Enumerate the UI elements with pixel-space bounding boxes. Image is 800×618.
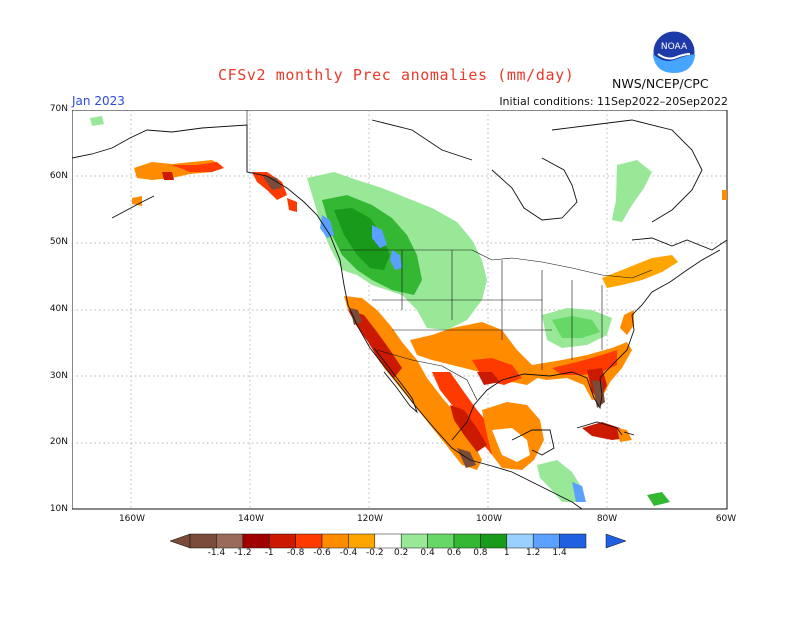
lat-label-10n: 10N xyxy=(49,504,68,514)
noaa-logo: NOAA xyxy=(652,30,696,78)
legend-label: 1 xyxy=(503,548,510,558)
legend-swatch xyxy=(559,533,587,549)
dry-anomaly-alaska-coast xyxy=(132,160,727,212)
wet-anomaly-alaska-north xyxy=(90,116,104,126)
legend-arrow-wet xyxy=(605,533,627,549)
political-borders xyxy=(246,110,653,401)
wet-anomaly-colombia xyxy=(647,492,670,506)
agency-label: NWS/NCEP/CPC xyxy=(612,76,709,91)
lon-label-60w: 60W xyxy=(715,514,737,524)
lat-label-70n: 70N xyxy=(49,104,68,114)
color-legend xyxy=(170,533,627,549)
legend-swatch xyxy=(400,533,428,549)
dry-anomaly-northeast xyxy=(602,255,678,335)
legend-label: -0.8 xyxy=(286,548,305,558)
legend-label: -1.2 xyxy=(234,548,252,558)
lat-label-50n: 50N xyxy=(49,237,68,247)
legend-swatch xyxy=(453,533,481,549)
lon-label-120w: 120W xyxy=(356,514,384,524)
dry-anomaly-caribbean xyxy=(582,422,628,440)
lon-label-80w: 80W xyxy=(596,514,618,524)
anomaly-map xyxy=(72,110,728,510)
legend-label: 1.4 xyxy=(552,548,567,558)
legend-label: 0.4 xyxy=(420,548,435,558)
legend-swatch xyxy=(216,533,244,549)
legend-arrow-dry xyxy=(170,533,191,549)
svg-text:NOAA: NOAA xyxy=(661,42,688,52)
legend-label: -0.2 xyxy=(366,548,384,558)
legend-label: 1.2 xyxy=(526,548,541,558)
wet-anomaly-panama xyxy=(572,482,586,502)
forecast-month: Jan 2023 xyxy=(72,94,125,108)
lat-label-40n: 40N xyxy=(49,304,68,314)
legend-swatch xyxy=(480,533,508,549)
lat-label-60n: 60N xyxy=(49,171,68,181)
lat-label-20n: 20N xyxy=(49,437,68,447)
legend-swatch xyxy=(268,533,296,549)
legend-swatch xyxy=(321,533,349,549)
legend-label: 0.8 xyxy=(473,548,488,558)
legend-swatch xyxy=(374,533,402,549)
lon-label-100w: 100W xyxy=(475,514,503,524)
legend-swatch xyxy=(242,533,270,549)
legend-label: -0.6 xyxy=(313,548,331,558)
legend-swatch xyxy=(427,533,455,549)
legend-swatch xyxy=(532,533,560,549)
initial-conditions: Initial conditions: 11Sep2022–20Sep2022 xyxy=(499,95,728,108)
wet-anomaly-central-america xyxy=(537,460,582,502)
lat-label-30n: 30N xyxy=(49,371,68,381)
legend-label: 0.2 xyxy=(394,548,409,558)
legend-label: -1.4 xyxy=(207,548,226,558)
wet-anomaly-ohio-valley xyxy=(542,308,612,348)
legend-swatch xyxy=(295,533,323,549)
dry-anomaly-southwest xyxy=(344,296,544,470)
page-title: CFSv2 monthly Prec anomalies (mm/day) xyxy=(218,66,575,84)
lon-label-160w: 160W xyxy=(118,514,146,524)
coastlines xyxy=(72,119,728,510)
legend-swatch xyxy=(506,533,534,549)
legend-label: 0.6 xyxy=(446,548,462,558)
legend-label: -1 xyxy=(264,548,274,558)
wet-anomaly-northwest xyxy=(307,172,487,330)
legend-swatch xyxy=(348,533,376,549)
wet-anomaly-labrador xyxy=(612,160,652,222)
dry-anomaly-hispaniola xyxy=(617,428,632,442)
legend-swatch xyxy=(189,533,217,549)
legend-label: -0.4 xyxy=(339,548,358,558)
lon-label-140w: 140W xyxy=(237,514,265,524)
